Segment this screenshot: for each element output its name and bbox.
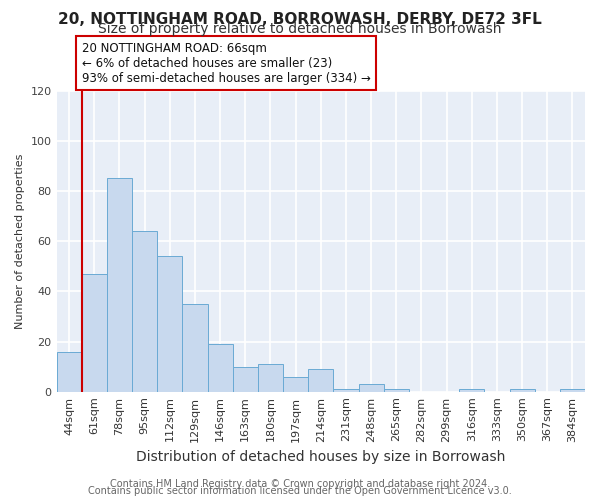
Bar — [208, 344, 233, 392]
Text: Contains public sector information licensed under the Open Government Licence v3: Contains public sector information licen… — [88, 486, 512, 496]
Bar — [107, 178, 132, 392]
X-axis label: Distribution of detached houses by size in Borrowash: Distribution of detached houses by size … — [136, 450, 505, 464]
Bar — [383, 389, 409, 392]
Bar — [359, 384, 383, 392]
Bar — [283, 376, 308, 392]
Y-axis label: Number of detached properties: Number of detached properties — [15, 154, 25, 329]
Bar — [132, 231, 157, 392]
Bar — [182, 304, 208, 392]
Bar — [233, 366, 258, 392]
Bar — [157, 256, 182, 392]
Text: 20, NOTTINGHAM ROAD, BORROWASH, DERBY, DE72 3FL: 20, NOTTINGHAM ROAD, BORROWASH, DERBY, D… — [58, 12, 542, 28]
Bar — [82, 274, 107, 392]
Text: 20 NOTTINGHAM ROAD: 66sqm
← 6% of detached houses are smaller (23)
93% of semi-d: 20 NOTTINGHAM ROAD: 66sqm ← 6% of detach… — [82, 42, 371, 84]
Bar — [56, 352, 82, 392]
Bar — [334, 389, 359, 392]
Bar — [308, 369, 334, 392]
Bar — [509, 389, 535, 392]
Bar — [459, 389, 484, 392]
Text: Contains HM Land Registry data © Crown copyright and database right 2024.: Contains HM Land Registry data © Crown c… — [110, 479, 490, 489]
Bar — [560, 389, 585, 392]
Text: Size of property relative to detached houses in Borrowash: Size of property relative to detached ho… — [98, 22, 502, 36]
Bar — [258, 364, 283, 392]
